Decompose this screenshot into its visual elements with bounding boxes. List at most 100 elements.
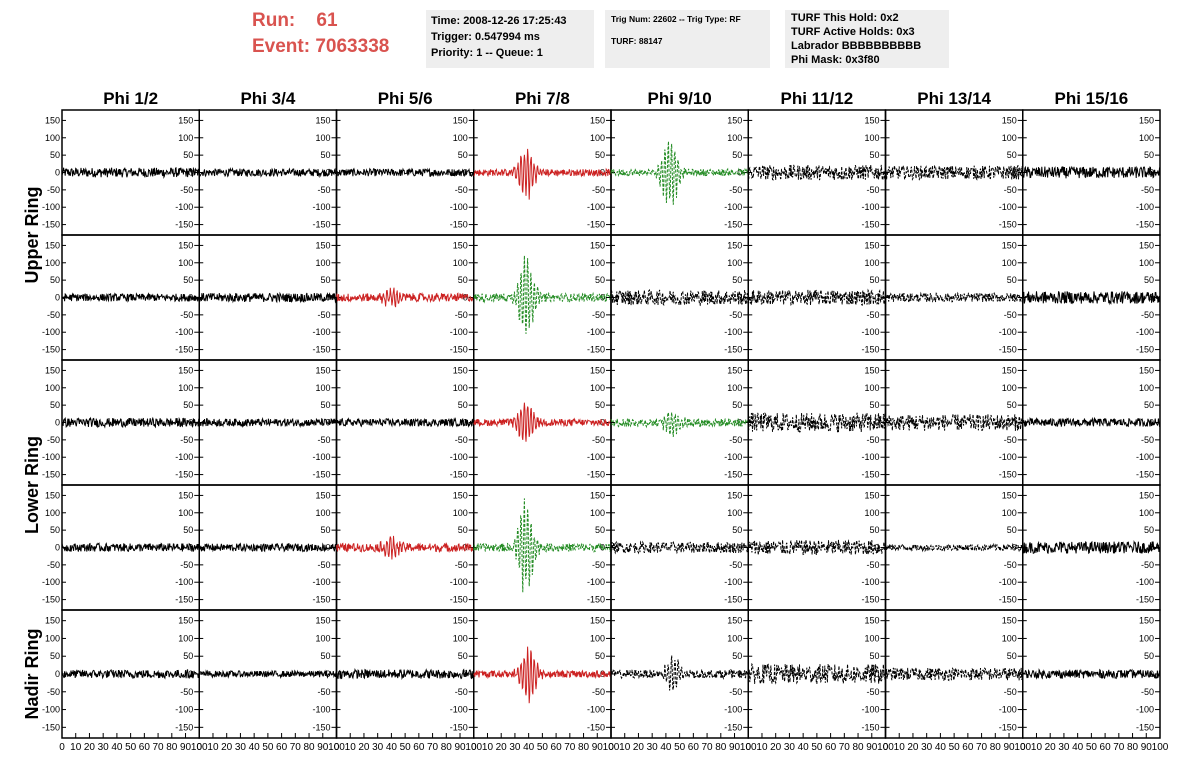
- y-tick-label: 150: [453, 616, 468, 626]
- waveform-trace: [747, 288, 886, 307]
- waveform-trace: [198, 166, 337, 179]
- y-tick-label: 50: [1144, 651, 1154, 661]
- waveform-trace: [610, 655, 749, 692]
- y-tick-label: 0: [188, 168, 193, 178]
- y-tick-label: 150: [453, 115, 468, 125]
- y-tick-label: -50: [729, 310, 742, 320]
- y-tick-label: 100: [1139, 633, 1154, 643]
- waveform-trace: [1022, 290, 1161, 306]
- y-tick-label: -50: [47, 185, 60, 195]
- y-tick-label: 100: [590, 383, 605, 393]
- y-tick-label: -50: [455, 687, 468, 697]
- y-tick-label: -150: [587, 595, 605, 605]
- y-tick-label: 150: [1139, 115, 1154, 125]
- y-tick-label: -150: [587, 470, 605, 480]
- x-tick-label: 70: [839, 742, 851, 753]
- column-header: Phi 15/16: [1055, 89, 1129, 108]
- waveform-trace: [610, 141, 749, 205]
- y-tick-label: 150: [1002, 490, 1017, 500]
- y-tick-label: -150: [312, 595, 330, 605]
- x-tick-label: 10: [619, 742, 631, 753]
- y-tick-label: 150: [45, 365, 60, 375]
- y-tick-label: 50: [50, 150, 60, 160]
- y-tick-label: 150: [864, 616, 879, 626]
- turf-active-text: TURF Active Holds: 0x3: [791, 26, 915, 38]
- y-tick-label: -100: [724, 705, 742, 715]
- y-tick-label: -100: [861, 577, 879, 587]
- y-tick-label: 100: [453, 383, 468, 393]
- y-tick-label: -100: [450, 577, 468, 587]
- x-tick-label: 90: [454, 742, 466, 753]
- x-tick-label: 90: [1003, 742, 1015, 753]
- y-tick-label: 150: [590, 365, 605, 375]
- column-header: Phi 3/4: [240, 89, 295, 108]
- x-tick-label: 70: [153, 742, 165, 753]
- x-tick-label: 30: [98, 742, 110, 753]
- y-tick-label: -100: [861, 327, 879, 337]
- y-tick-label: -50: [866, 185, 879, 195]
- y-tick-label: -50: [729, 560, 742, 570]
- y-tick-label: 150: [453, 240, 468, 250]
- x-tick-label: 0: [883, 742, 889, 753]
- panel-frame: [610, 609, 749, 739]
- y-tick-label: -50: [1141, 435, 1154, 445]
- waveform-trace: [610, 540, 749, 555]
- y-tick-label: 0: [55, 669, 60, 679]
- y-tick-label: -100: [175, 577, 193, 587]
- y-tick-label: -100: [175, 452, 193, 462]
- y-tick-label: 50: [320, 400, 330, 410]
- y-tick-label: -150: [999, 722, 1017, 732]
- y-tick-label: -150: [450, 220, 468, 230]
- waveform-trace: [747, 412, 886, 433]
- x-tick-label: 50: [400, 742, 412, 753]
- waveform-trace: [473, 148, 612, 200]
- y-tick-label: 100: [453, 133, 468, 143]
- y-tick-label: -100: [42, 202, 60, 212]
- y-tick-label: -100: [175, 202, 193, 212]
- y-tick-label: 150: [864, 490, 879, 500]
- y-tick-label: 100: [864, 133, 879, 143]
- y-tick-label: -150: [724, 470, 742, 480]
- y-tick-label: -50: [455, 435, 468, 445]
- y-tick-label: -150: [1136, 345, 1154, 355]
- y-tick-label: 150: [45, 115, 60, 125]
- trig-info-box: Trig Num: 22602 -- Trig Type: RF TURF: 8…: [605, 10, 770, 68]
- x-tick-label: 40: [386, 742, 398, 753]
- y-tick-label: -50: [47, 560, 60, 570]
- y-tick-label: -100: [587, 577, 605, 587]
- y-tick-label: -50: [180, 687, 193, 697]
- y-tick-label: -100: [724, 577, 742, 587]
- y-tick-label: 100: [45, 383, 60, 393]
- waveform-trace: [473, 498, 612, 593]
- x-tick-label: 90: [180, 742, 192, 753]
- x-tick-label: 50: [537, 742, 549, 753]
- column-header: Phi 13/14: [917, 89, 991, 108]
- y-tick-label: -50: [1141, 310, 1154, 320]
- y-tick-label: 100: [1139, 383, 1154, 393]
- y-tick-label: 0: [55, 543, 60, 553]
- y-tick-label: -150: [861, 470, 879, 480]
- y-tick-label: -50: [1141, 560, 1154, 570]
- y-tick-label: 150: [727, 365, 742, 375]
- x-tick-label: 100: [1152, 742, 1169, 753]
- y-tick-label: 50: [183, 150, 193, 160]
- y-tick-label: 150: [45, 490, 60, 500]
- row-group-label: Lower Ring: [22, 436, 42, 534]
- y-tick-label: 150: [864, 115, 879, 125]
- y-tick-label: 150: [1002, 616, 1017, 626]
- y-tick-label: -100: [724, 452, 742, 462]
- y-tick-label: 50: [458, 150, 468, 160]
- y-tick-label: 100: [1002, 383, 1017, 393]
- x-tick-label: 60: [276, 742, 288, 753]
- y-tick-label: -150: [312, 470, 330, 480]
- waveform-trace: [747, 662, 886, 685]
- y-tick-label: -50: [455, 560, 468, 570]
- y-tick-label: -100: [42, 327, 60, 337]
- y-tick-label: 50: [595, 400, 605, 410]
- y-tick-label: 100: [178, 633, 193, 643]
- y-tick-label: 50: [50, 651, 60, 661]
- y-tick-label: -150: [724, 345, 742, 355]
- y-tick-label: -150: [42, 595, 60, 605]
- y-tick-label: -150: [42, 220, 60, 230]
- x-tick-label: 90: [729, 742, 741, 753]
